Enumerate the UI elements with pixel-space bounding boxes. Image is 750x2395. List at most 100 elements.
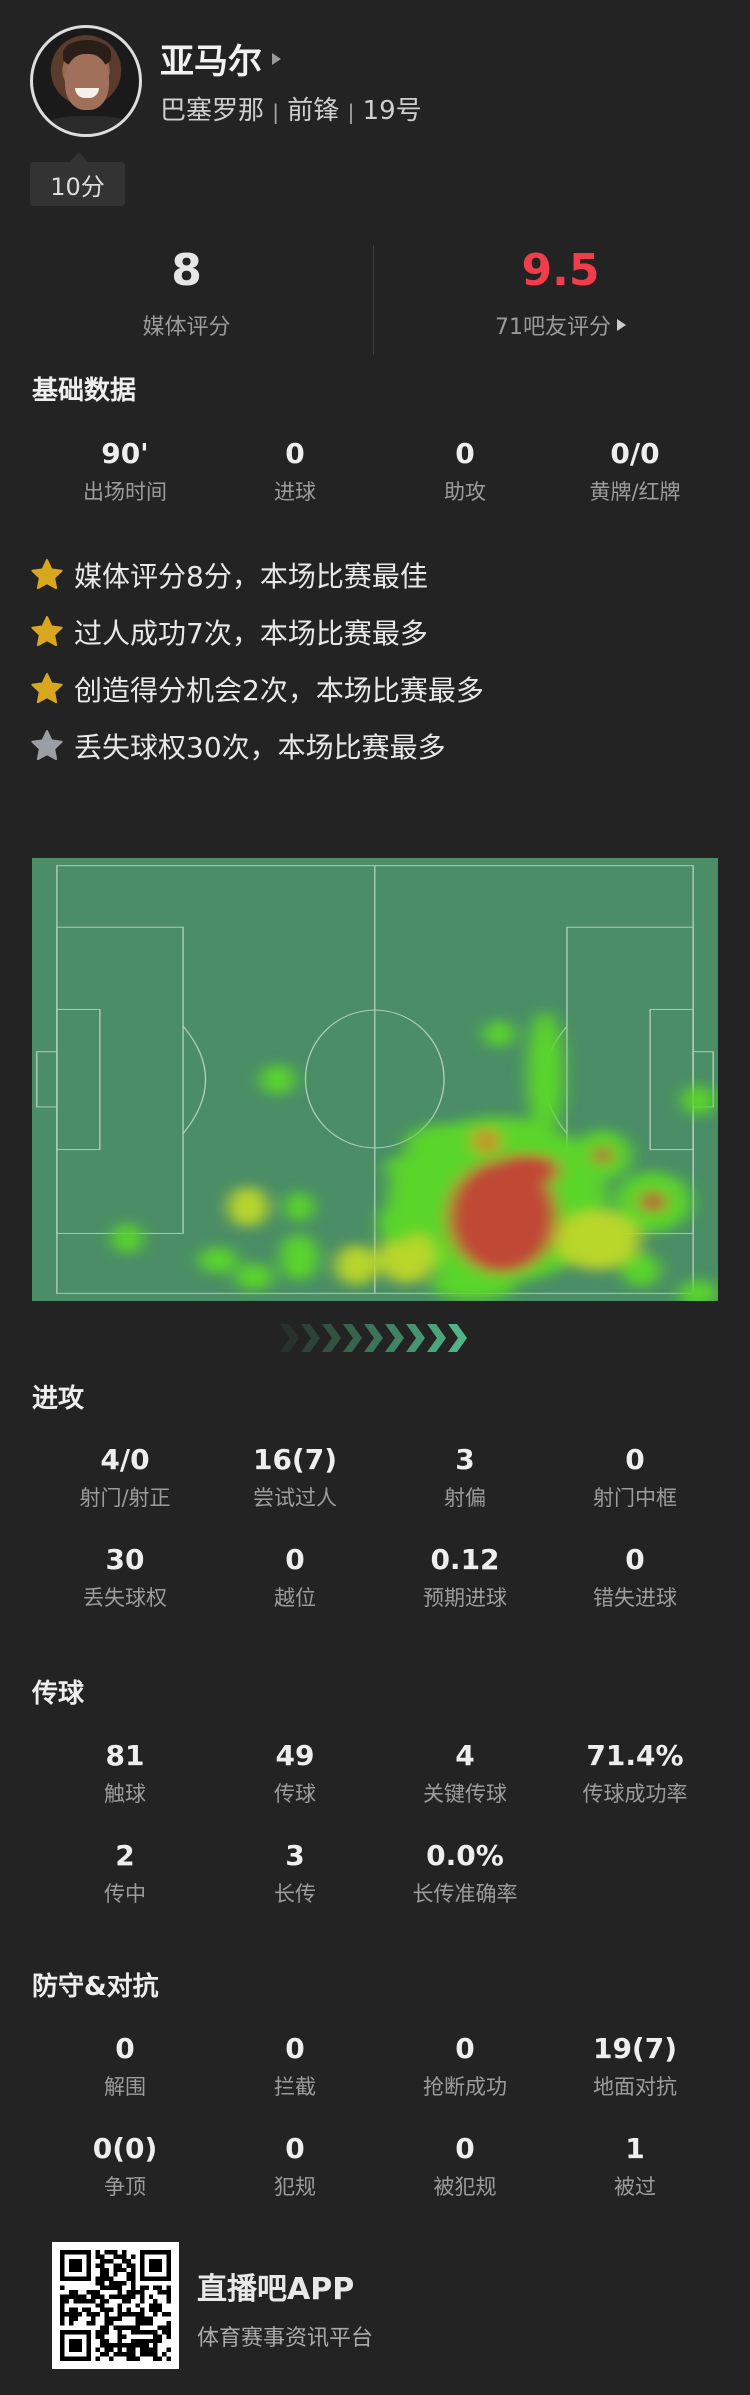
stat-label: 黄牌/红牌: [589, 480, 681, 504]
stat-item: 16(7) 尝试过人: [210, 1442, 380, 1542]
media-rating: 8 媒体评分: [0, 243, 373, 341]
heatmap: [111, 1011, 718, 1301]
heat-blob: [234, 1263, 273, 1291]
stat-label: 长传: [274, 1882, 316, 1906]
stat-value: 3: [455, 1443, 475, 1476]
stat-value: 0: [455, 437, 475, 470]
stat-value: 30: [105, 1543, 145, 1576]
stat-label: 出场时间: [83, 480, 167, 504]
stat-item: 0 进球: [210, 436, 380, 536]
stat-label: 抢断成功: [423, 2075, 507, 2099]
highlight-text: 丢失球权30次，本场比赛最多: [74, 731, 446, 764]
heat-blob: [260, 1064, 295, 1095]
defense-heading: 防守&对抗: [32, 1972, 159, 2002]
stat-value: 16(7): [252, 1443, 338, 1476]
stat-label: 关键传球: [423, 1782, 507, 1806]
player-name: 亚马尔: [160, 42, 262, 82]
stat-value: 3: [285, 1839, 305, 1872]
stat-value: 81: [105, 1739, 145, 1772]
stat-value: 0: [625, 1543, 645, 1576]
stat-value: 1: [625, 2132, 645, 2165]
star-icon: [31, 673, 63, 704]
chevron-icon: [301, 1324, 320, 1352]
media-rating-value: 8: [171, 245, 202, 296]
stat-item: 1 被过: [550, 2131, 720, 2231]
stat-value: 0: [455, 2132, 475, 2165]
stat-item: 3 射偏: [380, 1442, 550, 1542]
stat-item: 0 拦截: [210, 2031, 380, 2131]
heat-blob: [554, 1210, 642, 1271]
heat-blob: [198, 1246, 238, 1274]
highlight-text: 媒体评分8分，本场比赛最佳: [74, 560, 428, 593]
chevron-icon: [406, 1324, 425, 1352]
stat-item: 2 传中: [40, 1838, 210, 1938]
attack-stats: 4/0 射门/射正 16(7) 尝试过人 3 射偏 0 射门中框 30 丢失球权 0 越位 0.12 预期…: [40, 1442, 720, 1642]
chevron-icon: [448, 1324, 467, 1352]
heat-blob: [447, 1160, 558, 1274]
stat-value: 0(0): [92, 2132, 158, 2165]
highlight-text: 创造得分机会2次，本场比赛最多: [74, 674, 484, 707]
chevron-icon: [322, 1324, 341, 1352]
stat-value: 0: [625, 1443, 645, 1476]
shirt-number: 19号: [362, 96, 422, 126]
stat-item: 19(7) 地面对抗: [550, 2031, 720, 2131]
stat-item: 0/0 黄牌/红牌: [550, 436, 720, 536]
heat-blob: [492, 1153, 560, 1187]
app-name: 直播吧APP: [197, 2272, 355, 2307]
player-name-link[interactable]: 亚马尔: [160, 34, 281, 83]
fan-rating-label: 71吧友评分: [495, 315, 611, 340]
stat-label: 长传准确率: [412, 1882, 518, 1906]
stat-label: 进球: [274, 480, 316, 504]
stat-item: 49 传球: [210, 1738, 380, 1838]
qr-code[interactable]: [52, 2242, 179, 2369]
stat-value: 0: [455, 2032, 475, 2065]
chevron-icon: [427, 1324, 446, 1352]
heat-blob: [280, 1234, 319, 1281]
basic-heading: 基础数据: [32, 376, 137, 406]
defense-stats: 0 解围 0 拦截 0 抢断成功 19(7) 地面对抗 0(0) 争顶 0 犯规 0 被犯规 1 被过: [40, 2031, 720, 2231]
stat-label: 争顶: [104, 2175, 146, 2199]
stat-item: 71.4% 传球成功率: [550, 1738, 720, 1838]
heat-blob: [111, 1223, 143, 1254]
player-info: 巴塞罗那 | 前锋 | 19号: [160, 90, 422, 127]
star-icon: [31, 730, 63, 761]
separator: |: [347, 100, 355, 124]
heat-blob: [640, 1191, 666, 1213]
heat-blob: [594, 1145, 612, 1165]
passing-stats: 81 触球 49 传球 4 关键传球 71.4% 传球成功率 2 传中 3 长传 0.0% 长传准确率: [40, 1738, 720, 1938]
stat-value: 49: [275, 1739, 315, 1772]
heat-blob: [378, 1203, 417, 1244]
stat-label: 被过: [614, 2175, 656, 2199]
chevron-icon: [280, 1324, 299, 1352]
heatmap-pitch: [32, 858, 718, 1301]
fan-rating[interactable]: 9.5 71吧友评分: [374, 243, 747, 341]
stat-label: 越位: [274, 1586, 316, 1610]
heat-blob: [385, 1155, 424, 1182]
fan-rating-value: 9.5: [521, 245, 600, 296]
stat-value: 4/0: [100, 1443, 150, 1476]
highlight-item: 创造得分机会2次，本场比赛最多: [30, 669, 484, 709]
heat-blob: [527, 1011, 564, 1138]
media-rating-label: 媒体评分: [142, 315, 231, 340]
arrow-right-icon: [272, 52, 281, 65]
player-avatar[interactable]: [30, 25, 142, 137]
stat-label: 丢失球权: [83, 1586, 167, 1610]
stat-item: 81 触球: [40, 1738, 210, 1838]
heat-blob: [284, 1191, 314, 1222]
highlight-item: 过人成功7次，本场比赛最多: [30, 612, 428, 652]
stat-label: 传中: [104, 1882, 146, 1906]
stat-label: 触球: [104, 1782, 146, 1806]
heat-blob: [378, 1230, 436, 1284]
stat-label: 传球: [274, 1782, 316, 1806]
chevron-icon: [364, 1324, 383, 1352]
highlight-item: 媒体评分8分，本场比赛最佳: [30, 555, 428, 595]
stat-item: 0 解围: [40, 2031, 210, 2131]
stat-item: 3 长传: [210, 1838, 380, 1938]
heat-blob: [621, 1253, 661, 1287]
direction-chevrons-icon: [280, 1324, 467, 1352]
separator: |: [272, 100, 280, 124]
stat-label: 地面对抗: [593, 2075, 677, 2099]
stat-item: 0 犯规: [210, 2131, 380, 2231]
stat-label: 预期进球: [423, 1586, 507, 1610]
position: 前锋: [287, 96, 340, 126]
